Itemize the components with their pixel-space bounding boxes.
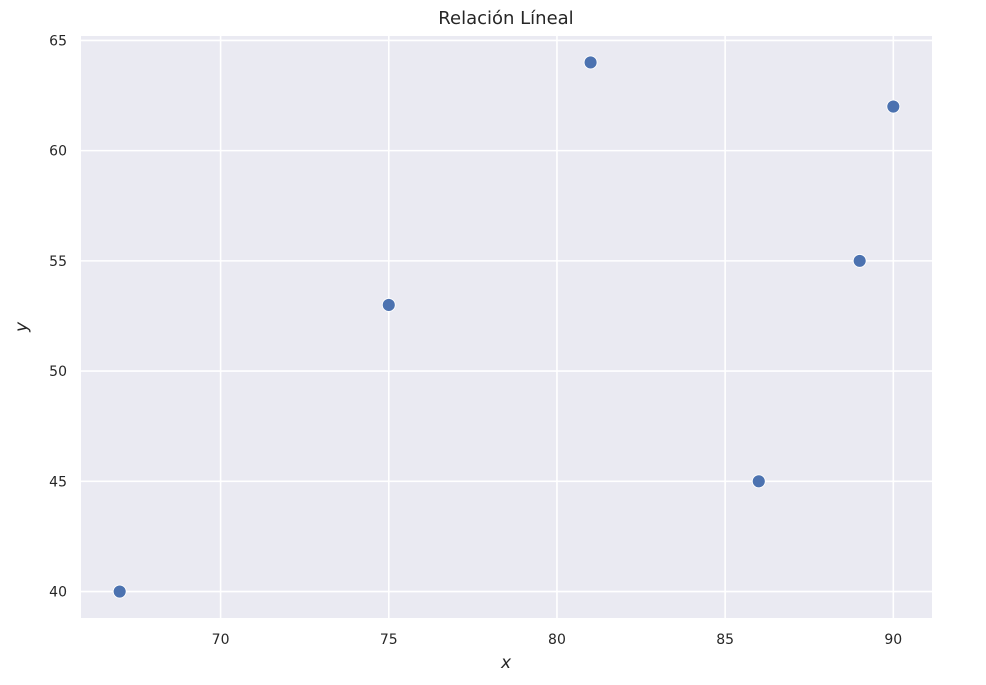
data-point (852, 253, 867, 268)
x-tick-label: 70 (212, 632, 230, 648)
y-axis-label: y (12, 321, 32, 333)
data-point (112, 584, 127, 599)
x-tick-label: 75 (380, 632, 398, 648)
data-point (886, 99, 901, 114)
y-tick-label: 65 (49, 33, 67, 49)
y-tick-labels: 40 45 50 55 60 65 (49, 33, 67, 600)
x-axis-label: x (500, 653, 512, 673)
data-point (381, 298, 396, 312)
x-tick-label: 85 (716, 632, 734, 648)
data-point (583, 55, 598, 70)
y-tick-label: 50 (49, 364, 67, 380)
y-tick-label: 60 (49, 144, 67, 160)
y-tick-label: 40 (49, 585, 67, 601)
y-tick-label: 45 (49, 474, 67, 490)
chart-title: Relación Líneal (438, 8, 573, 29)
plot-area (81, 36, 932, 618)
x-gridlines (219, 36, 895, 618)
x-tick-labels: 70 75 80 85 90 (212, 632, 903, 648)
data-points (112, 55, 901, 599)
y-tick-label: 55 (49, 254, 67, 270)
x-tick-label: 90 (884, 632, 902, 648)
x-tick-label: 80 (548, 632, 566, 648)
data-point (751, 474, 766, 489)
y-gridlines (81, 39, 932, 593)
